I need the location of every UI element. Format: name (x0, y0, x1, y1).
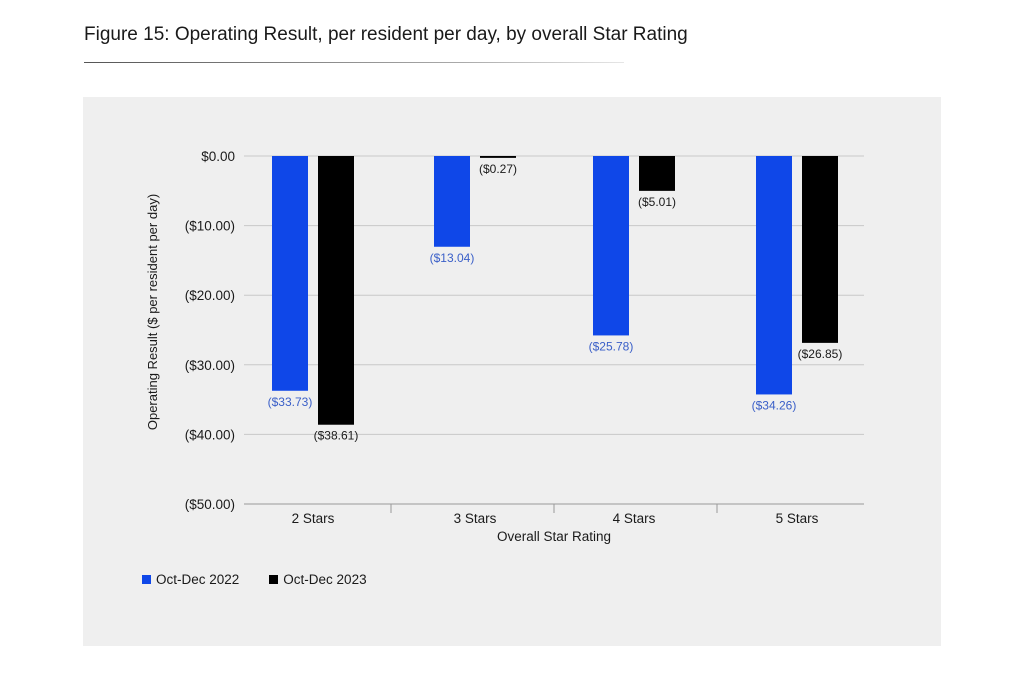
x-tick-label: 4 Stars (613, 511, 656, 526)
data-label: ($38.61) (314, 429, 359, 443)
y-tick-label: ($30.00) (185, 358, 235, 373)
y-axis-title: Operating Result ($ per resident per day… (145, 194, 160, 430)
bar (593, 156, 629, 336)
bar (480, 156, 516, 158)
title-divider (84, 62, 624, 63)
bar (756, 156, 792, 395)
y-tick-label: ($40.00) (185, 427, 235, 442)
y-tick-label: $0.00 (201, 149, 235, 164)
data-label: ($33.73) (268, 395, 313, 409)
data-label: ($34.26) (752, 398, 797, 412)
legend-label: Oct-Dec 2022 (156, 572, 240, 587)
bar (802, 156, 838, 343)
x-axis-title: Overall Star Rating (497, 529, 611, 544)
legend-item: Oct-Dec 2023 (269, 572, 367, 587)
data-label: ($26.85) (798, 347, 843, 361)
data-label: ($25.78) (589, 339, 634, 353)
bar (639, 156, 675, 191)
x-tick-label: 2 Stars (292, 511, 335, 526)
y-tick-label: ($20.00) (185, 288, 235, 303)
bar (434, 156, 470, 247)
legend-swatch (142, 575, 151, 584)
legend-item: Oct-Dec 2022 (142, 572, 239, 587)
data-label: ($0.27) (479, 162, 517, 176)
figure-title: Figure 15: Operating Result, per residen… (84, 24, 688, 45)
x-tick-label: 3 Stars (454, 511, 497, 526)
bar (272, 156, 308, 391)
x-tick-label: 5 Stars (776, 511, 819, 526)
y-tick-label: ($50.00) (185, 497, 235, 512)
bar (318, 156, 354, 425)
chart-legend: Oct-Dec 2022 Oct-Dec 2023 (142, 572, 397, 587)
data-label: ($13.04) (430, 251, 475, 265)
data-label: ($5.01) (638, 195, 676, 209)
chart-panel (83, 97, 941, 646)
legend-label: Oct-Dec 2023 (283, 572, 367, 587)
y-tick-label: ($10.00) (185, 219, 235, 234)
legend-swatch (269, 575, 279, 584)
